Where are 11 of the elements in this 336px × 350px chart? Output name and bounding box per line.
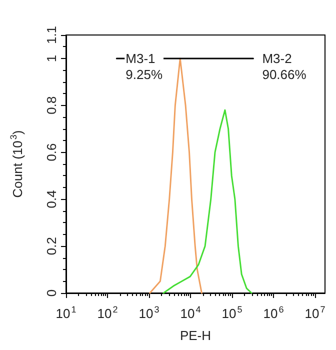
- y-tick-label: 0.6: [44, 143, 59, 162]
- y-tick-label: 0.8: [44, 96, 59, 114]
- y-tick-label: 1: [44, 54, 59, 62]
- y-tick-label: 0: [44, 289, 59, 297]
- annotation: M3-2 90.66%: [262, 50, 307, 82]
- y-tick-label: 0.2: [44, 237, 59, 256]
- y-axis-title: Count (103): [8, 130, 25, 198]
- y-tick-label: 0.4: [44, 190, 59, 208]
- y-tick-label: 1.1: [44, 26, 59, 44]
- x-axis-title: PE-H: [180, 328, 212, 343]
- annotation: M3-1 9.25%: [126, 50, 163, 82]
